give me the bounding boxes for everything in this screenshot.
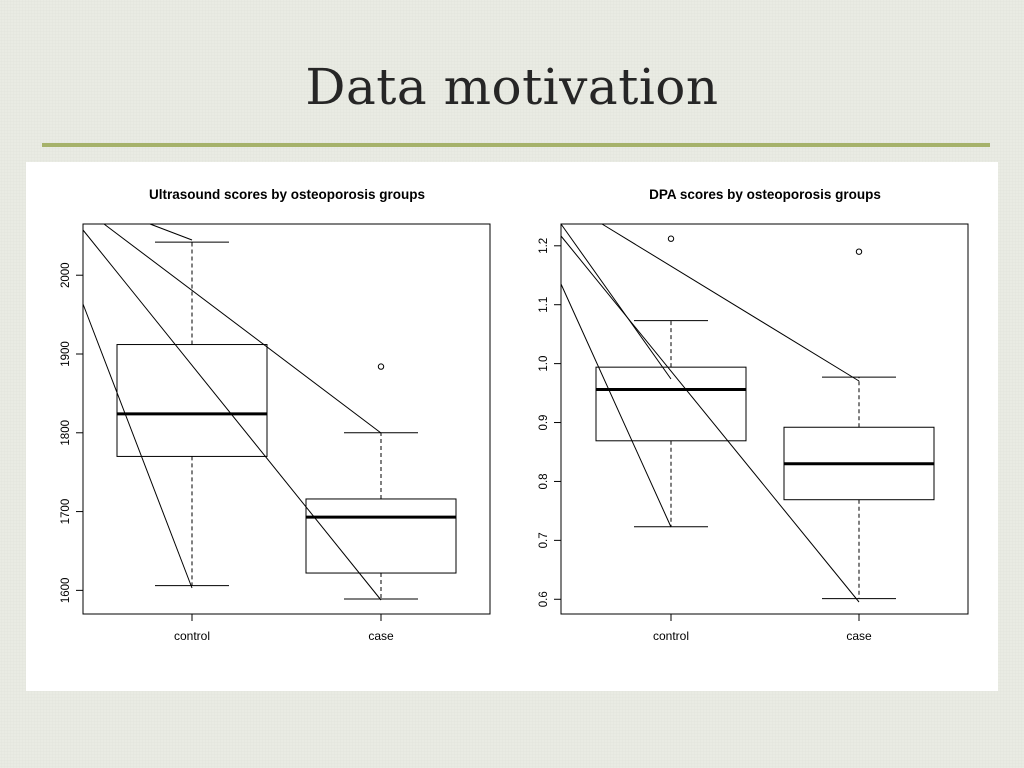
diagonal-line (560, 235, 860, 603)
box-control (595, 235, 747, 528)
plot-frame (560, 223, 969, 615)
y-tick-label: 0.8 (538, 473, 550, 489)
y-tick-label: 0.6 (538, 591, 550, 607)
box-case (305, 363, 457, 600)
y-tick-label: 1700 (60, 499, 72, 525)
y-tick-label: 1600 (60, 578, 72, 604)
iqr-box (595, 366, 747, 442)
y-tick-label: 0.9 (538, 415, 550, 431)
diagonal-line (82, 303, 193, 589)
x-tick-label-case: case (368, 629, 394, 643)
diagonal-line (601, 223, 860, 382)
iqr-box (305, 498, 457, 574)
outlier-point (855, 248, 863, 255)
outlier-point (377, 363, 385, 370)
y-tick-label: 2000 (60, 262, 72, 288)
x-tick-label-control: control (174, 629, 210, 643)
outlier-point (667, 235, 675, 242)
y-tick-label: 0.7 (538, 532, 550, 548)
box-control (116, 241, 268, 587)
diagonal-line (560, 283, 672, 528)
iqr-box (116, 344, 268, 457)
ultrasound-boxplot: Ultrasound scores by osteoporosis groups… (60, 187, 491, 643)
chart-title: Ultrasound scores by osteoporosis groups (149, 187, 425, 202)
y-tick-label: 1800 (60, 420, 72, 446)
slide-title: Data motivation (305, 58, 719, 116)
diagonal-line (103, 223, 382, 434)
plot-frame (82, 223, 491, 615)
chart-title: DPA scores by osteoporosis groups (649, 187, 881, 202)
y-tick-label: 1.0 (538, 356, 550, 372)
y-tick-label: 1.1 (538, 297, 550, 313)
x-tick-label-control: control (653, 629, 689, 643)
title-divider (42, 143, 990, 147)
boxplot-figure: Ultrasound scores by osteoporosis groups… (60, 187, 969, 643)
diagonal-line (560, 223, 672, 380)
y-tick-label: 1.2 (538, 238, 550, 254)
dpa-boxplot: DPA scores by osteoporosis groups 0.6 0.7… (538, 187, 969, 643)
diagonal-line (149, 223, 193, 241)
y-tick-label: 1900 (60, 341, 72, 367)
chart-panel: Ultrasound scores by osteoporosis groups… (26, 162, 998, 691)
x-tick-label-case: case (846, 629, 872, 643)
box-case (783, 248, 935, 600)
